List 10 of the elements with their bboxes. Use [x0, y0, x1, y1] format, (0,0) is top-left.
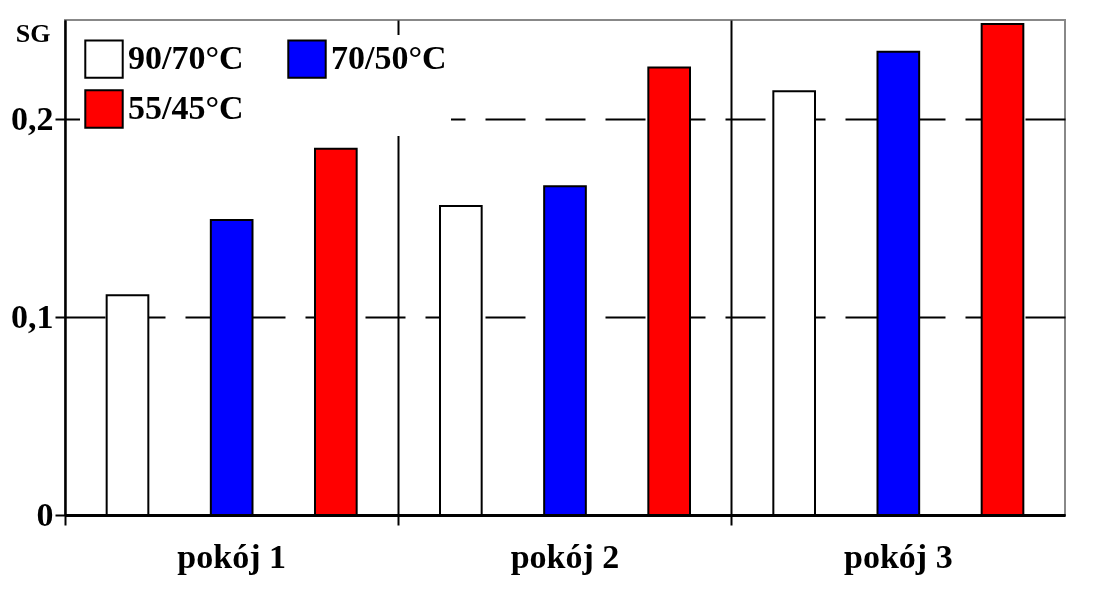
y-tick-label: 0: [36, 495, 54, 533]
y-tick-label: 0,2: [11, 99, 54, 137]
x-tick-label: pokój 2: [510, 537, 620, 575]
legend-label: 90/70°C: [128, 39, 244, 77]
y-tick-label: 0,1: [11, 297, 54, 335]
legend-label: 55/45°C: [128, 89, 244, 126]
legend-label: 70/50°C: [331, 39, 447, 77]
x-tick-label: pokój 1: [177, 537, 286, 575]
x-tick-label: pokój 3: [844, 537, 953, 575]
y-axis-title: SG: [15, 18, 51, 48]
